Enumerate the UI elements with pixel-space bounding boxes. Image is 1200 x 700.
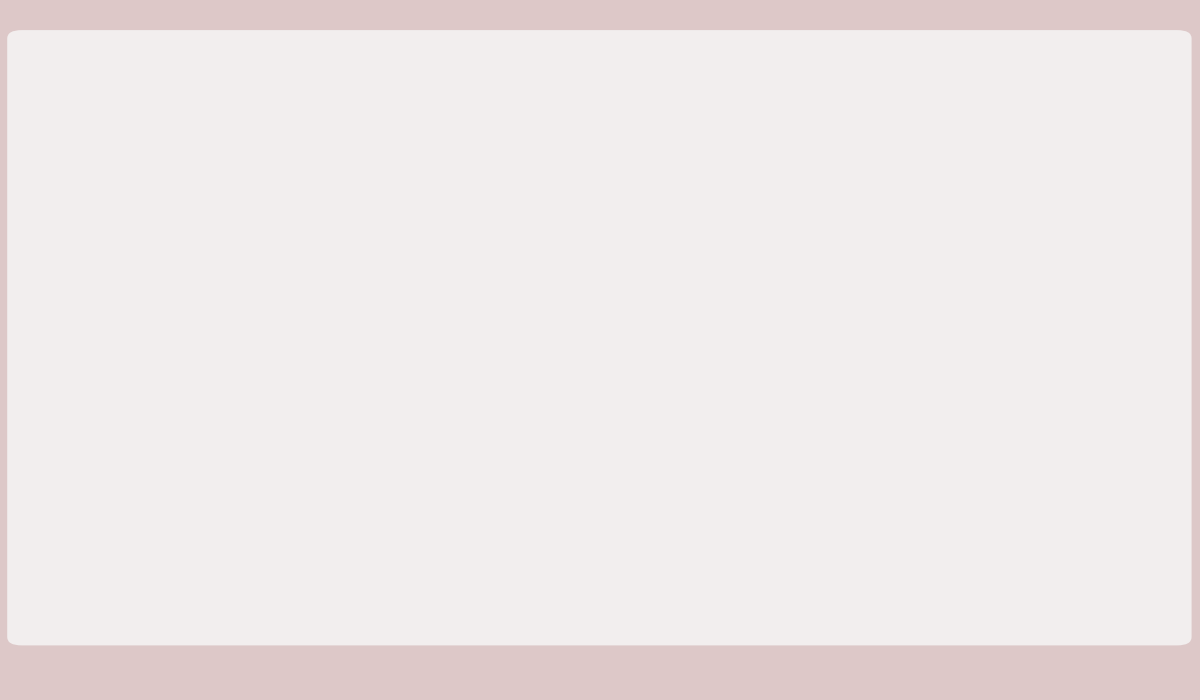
Text: *: *	[127, 224, 142, 250]
Text: ATP hydrolysis) in the same system.: ATP hydrolysis) in the same system.	[108, 385, 546, 409]
Text: → C6H12O6 + 6O2), ΔG = + 686 kcal/mole, which mean that it is not: → C6H12O6 + 6O2), ΔG = + 686 kcal/mole, …	[48, 100, 991, 126]
Text: spontaneous. How is it possible that this reaction still takes place in living: spontaneous. How is it possible that thi…	[48, 162, 1051, 188]
Text: The endergonic glucose synthesis is coupled with other endergonic reactions in t: The endergonic glucose synthesis is coup…	[108, 455, 1124, 479]
Text: system.: system.	[108, 615, 203, 639]
Text: The exergonic glucose synthesis is coupled with endergonic reactions in the same: The exergonic glucose synthesis is coupl…	[108, 560, 1108, 584]
Text: organisms?: organisms?	[48, 224, 212, 250]
Text: 5. The reaction of glucose synthesis is endergonic (6CO2 + 6H2O + energy: 5. The reaction of glucose synthesis is …	[48, 38, 1073, 64]
Text: same system.: same system.	[108, 510, 277, 534]
Text: The endergonic glucose synthesis is coupled with an exergonic reaction (for exam: The endergonic glucose synthesis is coup…	[108, 330, 1145, 354]
